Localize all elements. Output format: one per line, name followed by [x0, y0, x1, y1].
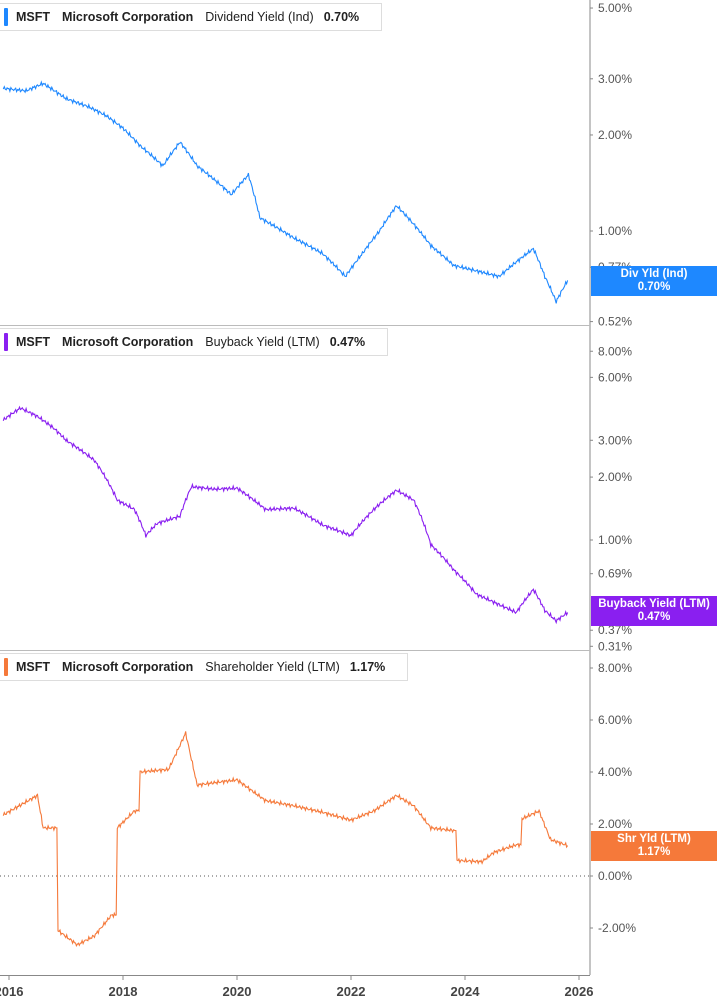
x-tick-label: 2026 [565, 984, 594, 999]
y-tick-label: 1.00% [598, 224, 632, 238]
current-value: 1.17% [349, 660, 386, 674]
ticker: MSFT [16, 10, 51, 24]
x-tick-label: 2022 [337, 984, 366, 999]
y-tick-label: 5.00% [598, 1, 632, 15]
y-tick-label: -2.00% [598, 921, 636, 935]
company-name: Microsoft Corporation [62, 335, 194, 349]
series-line-3 [2, 731, 569, 947]
flag-value: 0.47% [637, 611, 671, 623]
y-tick-label: 1.00% [598, 533, 632, 547]
current-value-flag-dividend: Div Yld (Ind) 0.70% [591, 266, 717, 296]
current-value: 0.70% [323, 10, 360, 24]
current-value: 0.47% [329, 335, 366, 349]
series-line-2 [2, 405, 569, 625]
y-tick-label: 0.37% [598, 623, 632, 637]
series-color-marker [4, 333, 8, 351]
flag-value: 0.70% [637, 281, 671, 293]
legend-buyback-yield: MSFT Microsoft Corporation Buyback Yield… [0, 328, 389, 356]
company-name: Microsoft Corporation [62, 10, 194, 24]
y-tick-label: 8.00% [598, 344, 632, 358]
flag-label: Shr Yld (LTM) [617, 833, 691, 845]
metric-name: Shareholder Yield (LTM) [205, 660, 340, 674]
y-tick-label: 2.00% [598, 128, 632, 142]
flag-label: Div Yld (Ind) [620, 268, 688, 280]
x-tick-label: 2024 [451, 984, 481, 999]
series-color-marker [4, 8, 8, 26]
y-tick-label: 2.00% [598, 470, 632, 484]
flag-label: Buyback Yield (LTM) [598, 598, 710, 610]
x-tick-label: 2018 [109, 984, 138, 999]
metric-name: Dividend Yield (Ind) [205, 10, 314, 24]
ticker: MSFT [16, 660, 51, 674]
y-tick-label: 0.31% [598, 639, 632, 653]
y-tick-label: 0.69% [598, 567, 632, 581]
current-value-flag-shareholder: Shr Yld (LTM) 1.17% [591, 831, 717, 861]
y-tick-label: 0.00% [598, 869, 632, 883]
x-tick-label: 2016 [0, 984, 23, 999]
x-tick-label: 2020 [223, 984, 252, 999]
y-tick-label: 8.00% [598, 661, 632, 675]
y-tick-label: 6.00% [598, 713, 632, 727]
flag-value: 1.17% [637, 846, 671, 858]
y-tick-label: 4.00% [598, 765, 632, 779]
y-tick-label: 0.52% [598, 315, 632, 329]
series-color-marker [4, 658, 8, 676]
ticker: MSFT [16, 335, 51, 349]
metric-name: Buyback Yield (LTM) [205, 335, 320, 349]
y-tick-label: 3.00% [598, 433, 632, 447]
y-tick-label: 2.00% [598, 817, 632, 831]
company-name: Microsoft Corporation [62, 660, 194, 674]
legend-dividend-yield: MSFT Microsoft Corporation Dividend Yiel… [0, 3, 383, 31]
y-tick-label: 6.00% [598, 370, 632, 384]
y-tick-label: 3.00% [598, 72, 632, 86]
series-line-1 [2, 80, 569, 304]
legend-shareholder-yield: MSFT Microsoft Corporation Shareholder Y… [0, 653, 409, 681]
current-value-flag-buyback: Buyback Yield (LTM) 0.47% [591, 596, 717, 626]
